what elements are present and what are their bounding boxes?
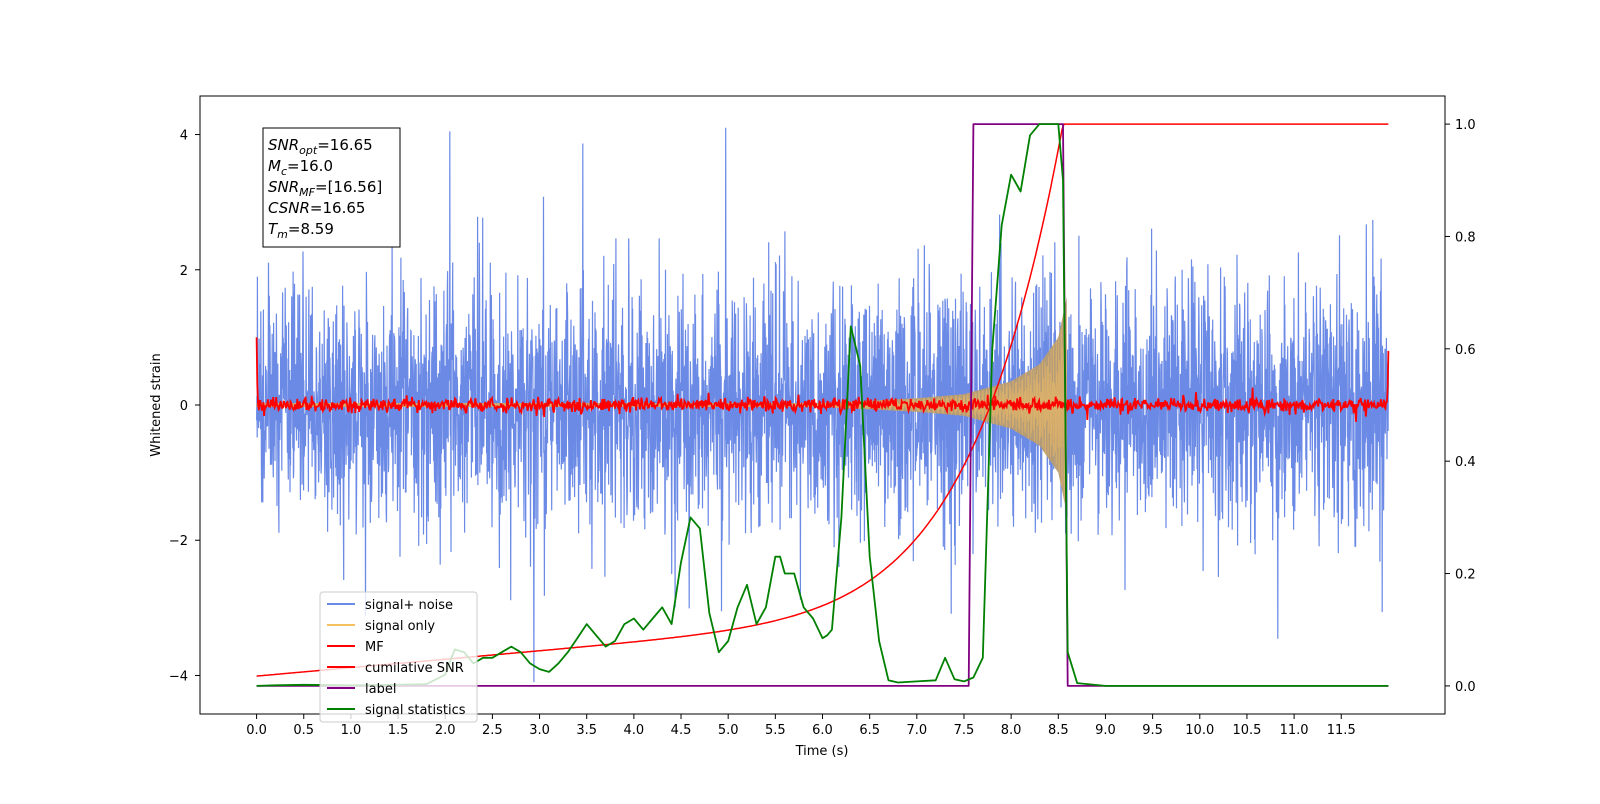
annotation-line: SNRopt=16.65 bbox=[268, 136, 373, 157]
x-tick-label: 4.0 bbox=[624, 723, 645, 738]
annotation-line: SNRMF=[16.56] bbox=[268, 178, 382, 199]
x-tick-label: 4.5 bbox=[671, 723, 692, 738]
annotation-subscript: opt bbox=[299, 144, 318, 157]
annotation-line: Tm=8.59 bbox=[268, 220, 334, 241]
x-axis: 0.0 0.5 1.0 1.5 2.0 2.5 3.0 3.5 4.0 4.5 5.0 5.5 6.0 6… bbox=[246, 714, 1356, 738]
y-axis-right: 1.0 0.8 0.6 0.4 0.2 0.0 bbox=[1445, 118, 1476, 695]
annotation-symbol: SNR bbox=[268, 178, 299, 196]
x-tick-label: 9.5 bbox=[1142, 723, 1163, 738]
legend-label: cumilative SNR bbox=[365, 661, 464, 676]
legend-label: signal only bbox=[365, 619, 435, 634]
annotation-symbol: SNR bbox=[268, 136, 299, 154]
annotation-symbol: T bbox=[268, 220, 279, 238]
annotation-line: Mc=16.0 bbox=[268, 157, 333, 178]
annotation-value: =[16.56] bbox=[315, 178, 382, 196]
x-tick-label: 8.0 bbox=[1001, 723, 1022, 738]
annotation-symbol: M bbox=[268, 157, 281, 175]
legend-label: signal statistics bbox=[365, 703, 466, 718]
y-right-tick-label: 0.8 bbox=[1455, 230, 1476, 245]
series-signal-statistics-line bbox=[256, 123, 1389, 687]
annotation-box: SNRopt=16.65Mc=16.0SNRMF=[16.56]CSNR=16.… bbox=[262, 127, 401, 248]
x-tick-label: 8.5 bbox=[1048, 723, 1069, 738]
annotation-value: =16.0 bbox=[287, 157, 333, 175]
annotation-subscript: c bbox=[281, 165, 287, 178]
y-right-tick-label: 0.4 bbox=[1455, 455, 1476, 470]
x-tick-label: 3.5 bbox=[576, 723, 597, 738]
annotation-subscript: MF bbox=[299, 186, 315, 199]
x-tick-label: 2.5 bbox=[482, 723, 503, 738]
x-tick-label: 2.0 bbox=[435, 723, 456, 738]
x-axis-label: Time (s) bbox=[795, 744, 849, 759]
y-axis-label: Whitened strain bbox=[149, 353, 164, 456]
x-tick-label: 11.0 bbox=[1280, 723, 1309, 738]
y-left-tick-label: 4 bbox=[180, 129, 188, 144]
x-tick-label: 7.5 bbox=[954, 723, 975, 738]
series-signal-noise-line bbox=[256, 127, 1389, 683]
y-left-tick-label: −2 bbox=[169, 534, 188, 549]
y-right-tick-label: 0.0 bbox=[1455, 680, 1476, 695]
x-tick-label: 7.0 bbox=[906, 723, 927, 738]
x-tick-label: 1.5 bbox=[388, 723, 409, 738]
x-tick-label: 3.0 bbox=[529, 723, 550, 738]
annotation-value: =16.65 bbox=[310, 199, 366, 217]
x-tick-label: 5.0 bbox=[718, 723, 739, 738]
y-right-tick-label: 0.2 bbox=[1455, 568, 1476, 583]
annotation-symbol: CSNR bbox=[268, 199, 310, 217]
annotation-value: =16.65 bbox=[317, 136, 373, 154]
y-left-tick-label: −4 bbox=[169, 669, 188, 684]
x-tick-label: 10.0 bbox=[1185, 723, 1214, 738]
legend: signal+ noise signal only MF cumilative SNR… bbox=[319, 591, 478, 723]
legend-frame bbox=[319, 591, 478, 723]
annotation-subscript: m bbox=[277, 228, 288, 241]
annotation-value: =8.59 bbox=[288, 220, 334, 238]
legend-label: signal+ noise bbox=[365, 598, 453, 613]
y-right-tick-label: 1.0 bbox=[1455, 118, 1476, 133]
annotation-frame bbox=[262, 127, 401, 248]
x-tick-label: 9.0 bbox=[1095, 723, 1116, 738]
x-tick-label: 0.5 bbox=[293, 723, 314, 738]
x-tick-label: 1.0 bbox=[341, 723, 362, 738]
x-tick-label: 5.5 bbox=[765, 723, 786, 738]
y-right-tick-label: 0.6 bbox=[1455, 343, 1476, 358]
legend-label: label bbox=[365, 682, 396, 697]
x-tick-label: 6.5 bbox=[859, 723, 880, 738]
y-axis-left: 4 2 0 −2 −4 bbox=[169, 129, 200, 684]
legend-label: MF bbox=[365, 640, 384, 655]
x-tick-label: 0.0 bbox=[246, 723, 267, 738]
x-tick-label: 6.0 bbox=[812, 723, 833, 738]
x-tick-label: 11.5 bbox=[1327, 723, 1356, 738]
x-tick-label: 10.5 bbox=[1232, 723, 1261, 738]
annotation-line: CSNR=16.65 bbox=[268, 199, 365, 217]
y-left-tick-label: 0 bbox=[180, 399, 188, 414]
series-mf-line bbox=[255, 337, 1390, 422]
y-left-tick-label: 2 bbox=[180, 264, 188, 279]
